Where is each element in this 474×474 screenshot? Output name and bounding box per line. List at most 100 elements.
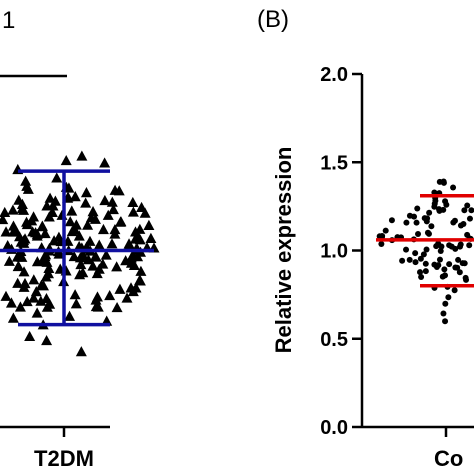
data-point: [21, 295, 33, 307]
data-point: [18, 204, 30, 215]
data-point: [134, 275, 146, 286]
data-point: [441, 266, 448, 273]
right-panel-label: (B): [257, 6, 289, 33]
data-point: [463, 276, 470, 283]
data-point: [77, 249, 89, 260]
data-point: [457, 241, 464, 248]
data-point: [93, 239, 105, 250]
data-point: [12, 260, 24, 272]
category-label-t2dm: T2DM: [34, 446, 94, 471]
data-point: [121, 292, 133, 303]
data-point: [53, 248, 65, 259]
right-points: [376, 178, 474, 325]
data-point: [388, 217, 395, 224]
data-point: [448, 243, 455, 250]
data-point: [60, 154, 72, 166]
data-point: [76, 150, 88, 161]
data-point: [114, 216, 126, 227]
data-point: [456, 269, 463, 276]
data-point: [66, 205, 78, 216]
data-point: [21, 180, 33, 191]
data-point: [18, 281, 30, 292]
data-point: [11, 251, 23, 262]
data-point: [435, 240, 442, 247]
data-point: [3, 255, 15, 266]
data-point: [450, 219, 457, 226]
category-label-co: Co: [434, 446, 463, 471]
data-point: [431, 200, 438, 207]
data-point: [24, 330, 36, 342]
data-point: [440, 310, 447, 317]
data-point: [35, 279, 47, 290]
data-point: [80, 187, 92, 198]
data-point: [468, 207, 474, 214]
data-point: [64, 216, 76, 227]
data-point: [411, 213, 418, 220]
data-point: [459, 260, 466, 267]
data-point: [114, 283, 126, 294]
data-point: [80, 197, 92, 208]
data-point: [120, 255, 132, 266]
left-panel-label: 1: [2, 7, 15, 34]
data-point: [99, 157, 111, 168]
data-point: [44, 298, 56, 309]
data-point: [41, 335, 53, 346]
data-point: [431, 189, 438, 196]
y-tick-label: 1.5: [320, 152, 348, 174]
data-point: [466, 215, 473, 222]
data-point: [428, 223, 435, 230]
data-point: [104, 289, 116, 301]
data-point: [437, 247, 444, 254]
data-point: [418, 273, 425, 280]
data-point: [102, 209, 114, 220]
data-point: [99, 194, 111, 206]
data-point: [97, 223, 109, 235]
y-ticks: 0.0 0.5 1.0 1.5 2.0: [320, 64, 362, 439]
data-point: [31, 307, 43, 318]
data-point: [18, 234, 30, 246]
data-point: [0, 226, 12, 237]
data-point: [127, 196, 139, 208]
data-point: [100, 249, 112, 260]
data-point: [75, 346, 87, 357]
data-point: [417, 269, 424, 276]
data-point: [424, 229, 431, 236]
data-point: [111, 301, 123, 313]
data-point: [51, 172, 63, 183]
data-point: [136, 201, 148, 213]
data-point: [18, 266, 30, 277]
data-point: [82, 254, 94, 265]
data-point: [87, 206, 99, 217]
data-point: [436, 256, 443, 263]
data-point: [423, 246, 430, 253]
data-point: [64, 310, 76, 321]
data-point: [442, 318, 449, 325]
data-point: [440, 178, 447, 185]
data-point: [40, 293, 52, 304]
right-summary-bars: [376, 194, 474, 288]
data-point: [378, 240, 385, 247]
data-point: [7, 204, 19, 215]
data-point: [422, 268, 429, 275]
data-point: [69, 289, 81, 300]
data-point: [5, 297, 17, 308]
data-point: [35, 295, 47, 306]
data-point: [452, 264, 459, 271]
data-point: [421, 215, 428, 222]
data-point: [406, 256, 413, 263]
data-point: [455, 256, 462, 263]
data-point: [130, 282, 142, 293]
y-tick-label: 1.0: [320, 241, 348, 263]
data-point: [70, 298, 82, 309]
data-point: [41, 256, 53, 267]
data-point: [420, 251, 427, 258]
data-point: [413, 219, 420, 226]
data-point: [135, 265, 147, 276]
right-panel: (B) Relative expression 0.00.51.01.52.0 …: [257, 6, 474, 471]
data-point: [90, 300, 102, 312]
data-point: [415, 231, 422, 238]
data-point: [0, 206, 11, 218]
data-point: [43, 268, 55, 279]
data-point: [412, 259, 419, 266]
data-point: [31, 256, 43, 267]
